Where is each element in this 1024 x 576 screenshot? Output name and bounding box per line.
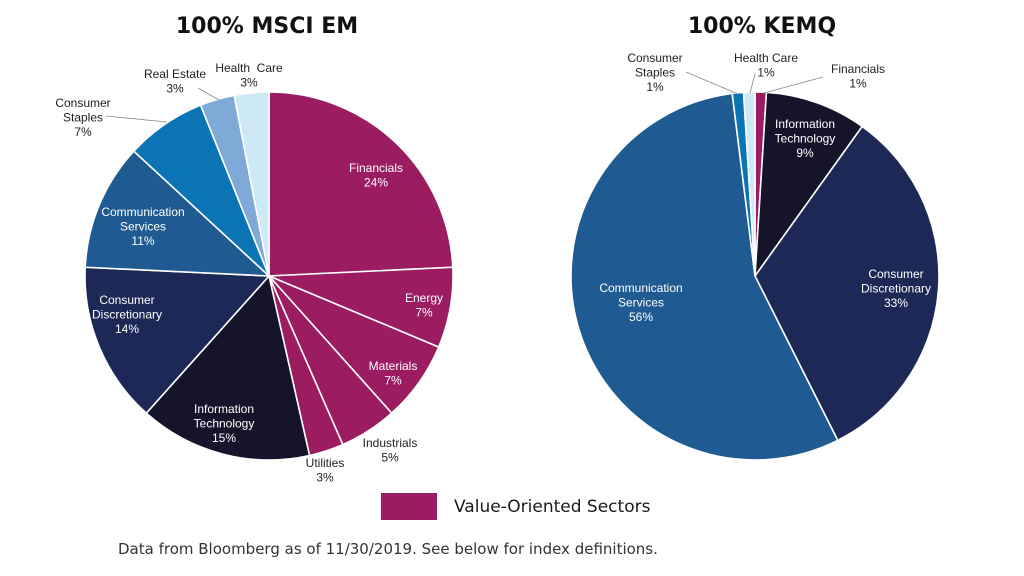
msci-slice-financials — [268, 91, 454, 277]
kemq-label-health-care: Health Care 1% — [734, 51, 798, 80]
kemq-label-consumer-discretionary: Consumer Discretionary 33% — [861, 267, 931, 310]
msci-slice-consumer-discretionary — [84, 266, 271, 415]
msci-leader-line-real-estate — [197, 87, 220, 101]
chart-title-kemq: 100% KEMQ — [687, 14, 837, 39]
msci-slice-health-care — [233, 91, 270, 277]
msci-label-consumer-discretionary: Consumer Discretionary 14% — [92, 293, 162, 336]
msci-label-real-estate: Real Estate 3% — [144, 67, 206, 96]
msci-label-information-technology: Information Technology 15% — [194, 402, 255, 445]
kemq-leader-line-financials — [763, 76, 824, 94]
kemq-label-communication-services: Communication Services 56% — [599, 281, 682, 324]
kemq-leader-line-health-care — [749, 73, 756, 94]
msci-label-health-care: Health Care 3% — [215, 61, 283, 90]
msci-slice-information-technology — [145, 274, 311, 461]
kemq-slice-information-technology — [754, 91, 864, 279]
chart-title-msci-em: 100% MSCI EM — [175, 14, 359, 39]
msci-label-utilities: Utilities 3% — [306, 456, 345, 485]
msci-label-consumer-staples: Consumer Staples 7% — [55, 96, 110, 139]
msci-label-industrials: Industrials 5% — [363, 436, 418, 465]
kemq-slice-consumer-discretionary — [754, 125, 940, 442]
msci-leader-line-consumer-staples — [105, 115, 168, 123]
kemq-label-consumer-staples: Consumer Staples 1% — [627, 51, 682, 94]
kemq-slice-health-care — [742, 91, 756, 277]
legend: Value-Oriented Sectors — [381, 493, 650, 520]
legend-swatch — [381, 493, 437, 520]
msci-label-materials: Materials 7% — [369, 359, 418, 388]
kemq-slice-communication-services — [570, 92, 839, 461]
kemq-leader-line-consumer-staples — [685, 71, 739, 95]
kemq-label-financials: Financials 1% — [831, 62, 885, 91]
footnote: Data from Bloomberg as of 11/30/2019. Se… — [118, 540, 658, 558]
msci-label-communication-services: Communication Services 11% — [101, 205, 184, 248]
legend-label: Value-Oriented Sectors — [454, 496, 651, 517]
kemq-label-information-technology: Information Technology 9% — [775, 117, 836, 160]
msci-label-energy: Energy 7% — [405, 291, 443, 320]
msci-slice-communication-services — [84, 150, 272, 277]
msci-label-financials: Financials 24% — [349, 161, 403, 190]
